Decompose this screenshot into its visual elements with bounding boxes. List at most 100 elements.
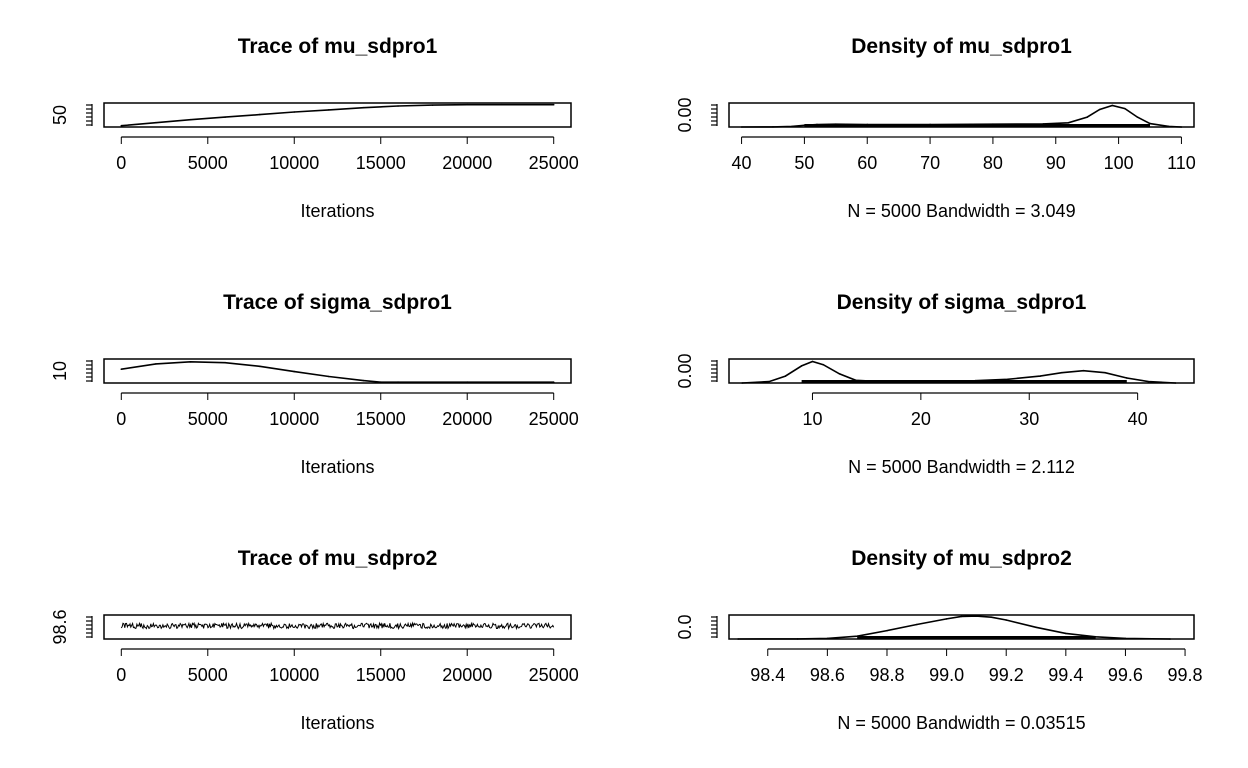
plot-frame [103,102,572,128]
data-point [431,104,434,106]
data-point [1124,637,1127,640]
y-tick-label: 98.6 [50,609,70,644]
x-tick-label: 5000 [188,409,228,429]
data-point [328,375,330,378]
data-point [1039,375,1041,377]
x-tick-label: 90 [1046,153,1066,173]
data-point [1136,116,1139,118]
x-tick-label: 80 [983,153,1003,173]
data-point [1060,371,1063,374]
data-point [822,363,825,366]
y-tick-label: 10 [50,361,70,381]
data-point [791,125,793,128]
x-tick-label: 5000 [188,665,228,685]
data-point [915,623,918,626]
x-tick-label: 110 [1167,153,1196,173]
data-point [990,616,993,619]
y-tick-label: 0.0 [675,614,695,639]
data-point [1180,126,1183,128]
x-tick-label: 20000 [442,665,492,685]
x-tick-label: 98.6 [810,665,845,685]
panel-5: Trace of mu_sdpro2 0 5000 10000 15000 20000 25… [50,547,579,733]
rug-marks [804,124,1151,127]
data-point [975,615,978,617]
data-point [1174,382,1177,384]
rug-marks [801,380,1127,383]
panel-title: Trace of mu_sdpro1 [238,35,438,58]
data-point [258,113,261,116]
x-tick-label: 98.4 [750,665,785,685]
data-point [1111,104,1114,107]
x-tick-label: 15000 [356,409,406,429]
data-point [466,381,469,383]
x-tick-label: 99.6 [1108,665,1143,685]
data-point [155,121,157,124]
data-point [737,638,739,640]
data-point [826,637,829,640]
data-point [768,380,770,383]
plot-frame [103,614,572,640]
panel-2: Density of mu_sdpro1 40 50 60 70 80 90 100 110 0.… [675,35,1196,221]
data-point [397,381,399,383]
x-tick-label: 10000 [269,153,319,173]
series-line [737,615,1171,640]
x-tick-label: 40 [732,153,752,173]
data-point [811,360,814,363]
x-tick-label: 99.2 [989,665,1024,685]
data-point [960,615,963,618]
data-point [741,382,743,384]
y-tick-label: 0.00 [675,353,695,388]
panel-title: Density of mu_sdpro1 [851,35,1072,58]
data-point [501,103,503,106]
data-point [1082,369,1085,372]
y-tick-label: 50 [50,105,70,125]
x-tick-label: 25000 [529,665,579,685]
data-point [328,109,330,111]
x-axis-label: N = 5000 Bandwidth = 3.049 [847,201,1075,221]
panel-3: Trace of sigma_sdpro1 0 5000 10000 15000 2000… [50,291,579,477]
series-line [741,104,1182,128]
data-point [224,116,226,118]
panel-6: Density of mu_sdpro2 98.4 98.6 98.8 99.0 99.2… [675,547,1203,733]
data-point [1147,380,1150,383]
data-point [397,105,399,107]
x-tick-label: 100 [1104,153,1134,173]
data-point [800,365,803,367]
panel-title: Density of sigma_sdpro1 [837,291,1087,314]
data-point [379,381,382,383]
data-point [1168,125,1170,128]
data-point [772,126,774,128]
x-tick-label: 99.4 [1048,665,1083,685]
x-tick-label: 40 [1128,409,1148,429]
y-tick-label: 0.00 [675,97,695,132]
x-tick-label: 10000 [269,409,319,429]
data-point [1005,619,1008,621]
data-point [258,365,261,368]
data-point [552,381,555,383]
data-point [740,126,743,128]
data-point [466,103,469,106]
data-point [838,373,841,375]
x-tick-label: 15000 [356,665,406,685]
plot-frame [728,358,1195,384]
x-tick-label: 50 [794,153,814,173]
plot-frame [728,102,1195,128]
rug-marks [857,636,1096,639]
data-point [1124,107,1126,110]
series-line [120,621,555,631]
plot-frame [728,614,1195,640]
panel-title: Density of mu_sdpro2 [851,547,1072,570]
data-point [1067,121,1070,124]
data-point [293,111,296,113]
panel-1: Trace of mu_sdpro1 0 5000 10000 15000 20000 25… [50,35,579,221]
x-axis-label: Iterations [300,713,374,733]
x-tick-label: 25000 [529,409,579,429]
data-point [552,103,555,106]
data-point [1035,626,1037,629]
panel-title: Trace of sigma_sdpro1 [223,291,452,314]
data-point [189,361,192,363]
x-tick-label: 10 [802,409,822,429]
data-point [155,363,157,365]
x-tick-label: 98.8 [869,665,904,685]
